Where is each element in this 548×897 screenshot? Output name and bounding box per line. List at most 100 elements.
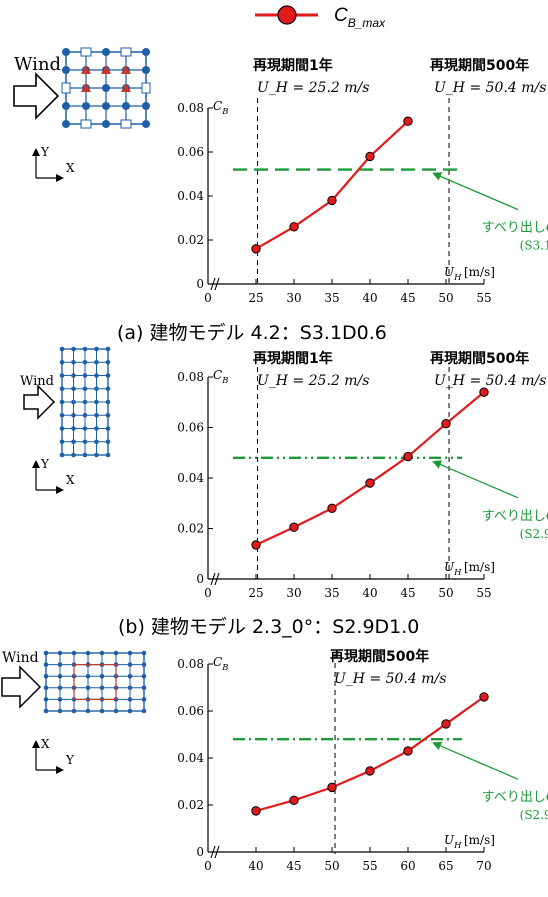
svg-text:CB_max: CB_max bbox=[334, 5, 386, 30]
x-axis-unit: [m/s] bbox=[464, 833, 495, 847]
wind-arrow-icon bbox=[1, 665, 42, 709]
column-dot bbox=[85, 685, 91, 691]
x-axis-label: UH bbox=[444, 833, 462, 850]
x-tick-label: 40 bbox=[248, 859, 263, 873]
threshold-label: すべり出しCB bbox=[482, 221, 548, 239]
period-formula: U_H = 50.4 m/s bbox=[434, 373, 546, 389]
column-dot bbox=[105, 426, 111, 431]
column-dot bbox=[127, 697, 133, 702]
x-tick-label: 50 bbox=[438, 586, 453, 600]
data-point bbox=[251, 244, 261, 254]
column-dot bbox=[71, 452, 76, 458]
threshold-pointer bbox=[432, 741, 519, 780]
data-point bbox=[403, 451, 413, 462]
period-title: 再現期間1年 bbox=[253, 350, 333, 367]
column-dot bbox=[57, 673, 63, 679]
y-tick-label: 0.06 bbox=[177, 145, 204, 159]
column-dot bbox=[71, 650, 77, 656]
period-title: 再現期間500年 bbox=[330, 648, 429, 665]
y-tick-label: 0.04 bbox=[177, 189, 204, 203]
column-dot bbox=[57, 685, 63, 691]
data-point bbox=[441, 719, 451, 729]
building-model-icon-2: Wind X Y bbox=[1, 650, 147, 774]
data-point bbox=[327, 195, 337, 206]
building-model-icon-0: Wind Y X bbox=[13, 47, 151, 182]
damper-zone bbox=[73, 663, 117, 700]
brace-rect bbox=[120, 47, 132, 57]
column-dot bbox=[94, 373, 99, 378]
brace-rect bbox=[80, 119, 92, 129]
x-tick-label: 0 bbox=[204, 291, 212, 305]
column-dot bbox=[99, 685, 105, 691]
column-dot bbox=[99, 673, 105, 679]
axis-letter-vertical: Y bbox=[40, 145, 50, 159]
column-dot bbox=[57, 650, 63, 656]
y-tick-label: 0 bbox=[196, 572, 204, 586]
column-dot bbox=[127, 708, 133, 714]
building-model-icon-1: Wind Y X bbox=[20, 346, 111, 494]
series-line bbox=[255, 696, 485, 812]
caption-a: (a) 建物モデル 4.2：S3.1D0.6 bbox=[117, 322, 387, 344]
data-point bbox=[365, 151, 375, 162]
column-dot bbox=[142, 102, 150, 110]
threshold-case: (S3.1) bbox=[520, 239, 548, 253]
column-dot bbox=[102, 120, 110, 128]
y-tick-label: 0.04 bbox=[177, 751, 204, 765]
column-dot bbox=[59, 399, 65, 405]
x-tick-label: 50 bbox=[324, 859, 339, 873]
column-dot bbox=[82, 102, 90, 110]
column-dot bbox=[62, 120, 70, 128]
column-dot bbox=[105, 346, 111, 352]
axis-break-mark bbox=[214, 845, 220, 859]
column-dot bbox=[85, 650, 91, 656]
column-dot bbox=[59, 452, 65, 458]
x-tick-label: 70 bbox=[476, 859, 491, 873]
brace-rect bbox=[120, 119, 132, 129]
legend-marker bbox=[277, 5, 297, 25]
x-tick-label: 25 bbox=[248, 586, 263, 600]
column-dot bbox=[62, 48, 70, 56]
column-dot bbox=[43, 673, 49, 679]
column-dot bbox=[94, 412, 99, 418]
column-dot bbox=[43, 650, 49, 656]
column-dot bbox=[127, 662, 133, 667]
axis-letter-vertical: Y bbox=[40, 457, 50, 471]
chart-1: 再現期間1年 U_H = 25.2 m/s 再現期間500年 U_H = 50.4 m… bbox=[177, 350, 548, 600]
column-dot bbox=[59, 386, 65, 392]
x-tick-label: 45 bbox=[400, 586, 415, 600]
column-dot bbox=[142, 48, 150, 56]
column-dot bbox=[59, 373, 65, 378]
y-tick-label: 0 bbox=[196, 845, 204, 859]
column-dot bbox=[57, 708, 63, 714]
x-tick-label: 40 bbox=[362, 586, 377, 600]
legend: CB_max bbox=[255, 5, 386, 30]
column-dot bbox=[57, 662, 63, 667]
x-tick-label: 30 bbox=[286, 291, 301, 305]
damper-triangle bbox=[81, 83, 91, 92]
building-plan bbox=[45, 652, 145, 712]
column-dot bbox=[127, 685, 133, 691]
x-axis-unit: [m/s] bbox=[464, 265, 495, 279]
x-tick-label: 40 bbox=[362, 291, 377, 305]
axis-letter-horizontal: X bbox=[66, 161, 75, 175]
data-point bbox=[479, 692, 489, 702]
column-dot bbox=[105, 359, 111, 365]
wind-label: Wind bbox=[20, 374, 54, 389]
damper-triangle bbox=[101, 65, 111, 74]
axis-break-mark bbox=[214, 277, 220, 291]
threshold-case: (S2.9) bbox=[520, 527, 548, 541]
y-tick-label: 0.02 bbox=[177, 233, 204, 247]
x-tick-label: 25 bbox=[248, 291, 263, 305]
column-dot bbox=[82, 412, 88, 418]
data-point bbox=[441, 419, 451, 429]
y-axis-label: CB bbox=[213, 368, 228, 385]
x-tick-label: 0 bbox=[204, 586, 212, 600]
period-title: 再現期間1年 bbox=[253, 57, 333, 74]
y-tick-label: 0.02 bbox=[177, 798, 204, 812]
y-tick-label: 0.08 bbox=[177, 657, 204, 671]
x-tick-label: 65 bbox=[438, 859, 453, 873]
wind-label: Wind bbox=[14, 54, 61, 75]
period-formula: U_H = 50.4 m/s bbox=[434, 80, 546, 96]
threshold-pointer bbox=[432, 460, 519, 499]
